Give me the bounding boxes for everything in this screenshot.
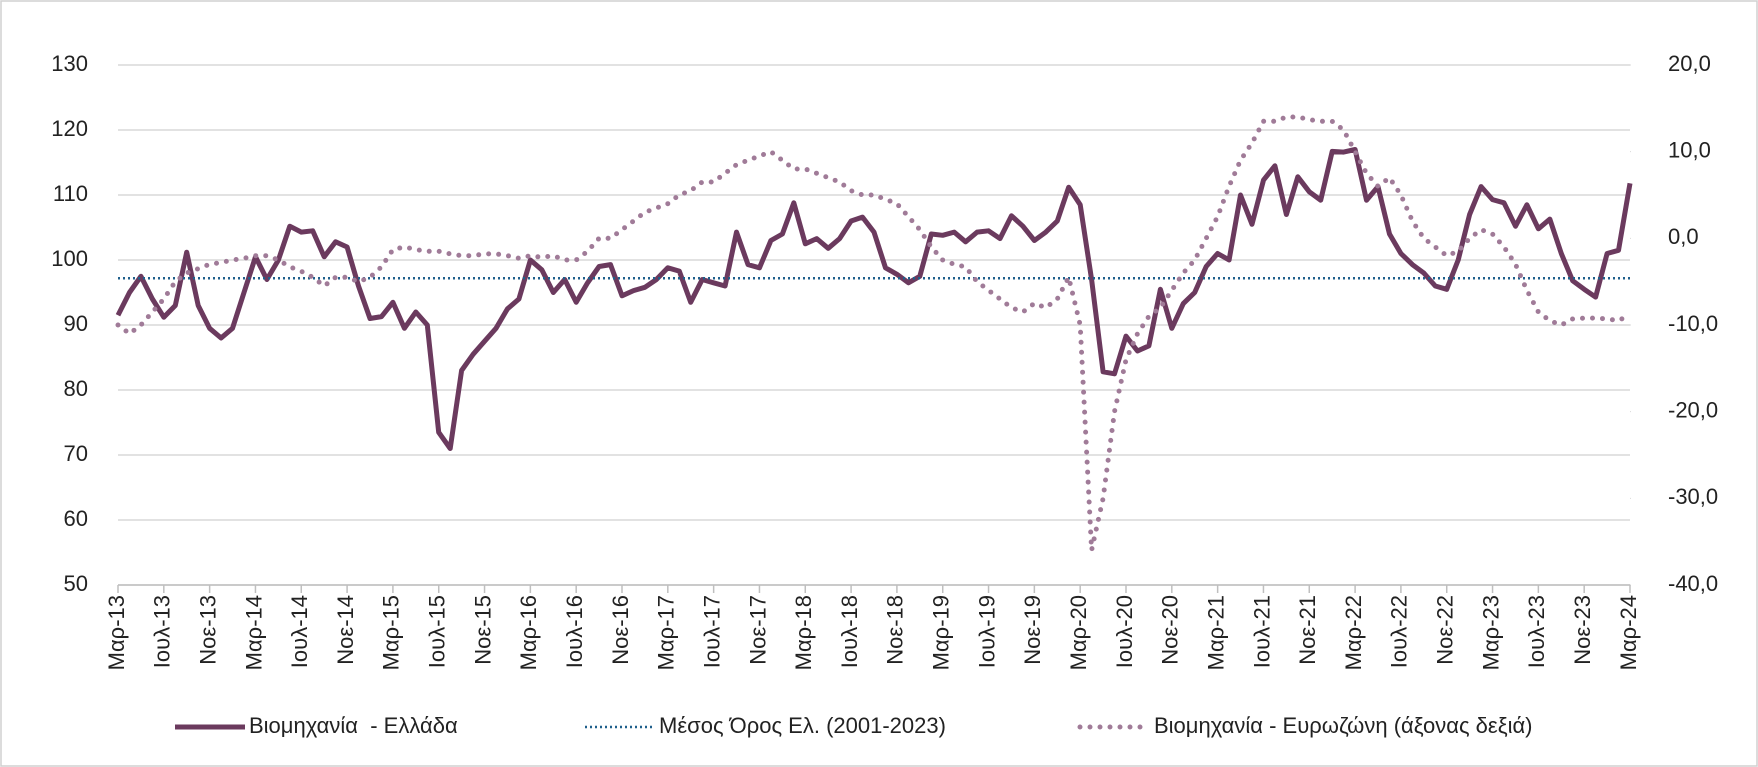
x-tick-label: Μαρ-23 bbox=[1478, 595, 1503, 670]
x-tick-label: Ιουλ-20 bbox=[1112, 595, 1137, 668]
x-tick-label: Μαρ-13 bbox=[104, 595, 129, 670]
x-tick-label: Ιουλ-16 bbox=[562, 595, 587, 668]
x-tick-label: Μαρ-22 bbox=[1341, 595, 1366, 670]
y-tick-label: 130 bbox=[51, 51, 88, 76]
legend-label: Μέσος Όρος Ελ. (2001-2023) bbox=[659, 713, 946, 738]
series-line bbox=[115, 114, 1633, 553]
x-tick-label: Νοε-21 bbox=[1295, 595, 1320, 665]
x-tick-label: Νοε-22 bbox=[1433, 595, 1458, 665]
legend-label: Βιομηχανία - Ευρωζώνη (άξονας δεξιά) bbox=[1154, 713, 1533, 738]
x-tick-label: Μαρ-15 bbox=[379, 595, 404, 670]
x-tick-label: Μαρ-19 bbox=[929, 595, 954, 670]
y2-tick-label: 10,0 bbox=[1668, 137, 1711, 162]
x-tick-label: Νοε-17 bbox=[745, 595, 770, 665]
x-tick-label: Νοε-19 bbox=[1020, 595, 1045, 665]
y-tick-label: 90 bbox=[64, 311, 88, 336]
x-tick-label: Μαρ-20 bbox=[1066, 595, 1091, 670]
x-tick-label: Ιουλ-23 bbox=[1524, 595, 1549, 668]
x-tick-label: Ιουλ-19 bbox=[974, 595, 999, 668]
x-tick-label: Νοε-18 bbox=[883, 595, 908, 665]
legend-item: Μέσος Όρος Ελ. (2001-2023) bbox=[585, 713, 946, 738]
y-tick-label: 50 bbox=[64, 571, 88, 596]
x-tick-label: Μαρ-21 bbox=[1203, 595, 1228, 670]
y2-tick-label: -30,0 bbox=[1668, 484, 1718, 509]
y-tick-label: 60 bbox=[64, 506, 88, 531]
y-tick-label: 110 bbox=[53, 181, 88, 206]
y-tick-label: 80 bbox=[64, 376, 88, 401]
x-tick-label: Νοε-16 bbox=[608, 595, 633, 665]
x-tick-label: Μαρ-24 bbox=[1616, 595, 1641, 670]
y-tick-label: 70 bbox=[64, 441, 88, 466]
x-tick-label: Νοε-15 bbox=[470, 595, 495, 665]
x-tick-label: Ιουλ-15 bbox=[425, 595, 450, 668]
y2-tick-label: -10,0 bbox=[1668, 311, 1718, 336]
y2-tick-label: 20,0 bbox=[1668, 51, 1711, 76]
legend-item: Βιομηχανία - Ευρωζώνη (άξονας δεξιά) bbox=[1077, 713, 1533, 738]
x-tick-label: Μαρ-14 bbox=[241, 595, 266, 670]
x-tick-label: Ιουλ-18 bbox=[837, 595, 862, 668]
x-tick-label: Μαρ-18 bbox=[791, 595, 816, 670]
x-tick-label: Νοε-13 bbox=[195, 595, 220, 665]
y2-tick-label: -40,0 bbox=[1668, 571, 1718, 596]
x-tick-label: Νοε-20 bbox=[1158, 595, 1183, 665]
legend-label: Βιομηχανία - Ελλάδα bbox=[249, 713, 458, 738]
x-tick-label: Ιουλ-22 bbox=[1387, 595, 1412, 668]
x-tick-label: Ιουλ-21 bbox=[1249, 595, 1274, 668]
x-tick-label: Νοε-23 bbox=[1570, 595, 1595, 665]
x-tick-label: Ιουλ-17 bbox=[699, 595, 724, 668]
y2-tick-label: 0,0 bbox=[1668, 224, 1699, 249]
y-tick-label: 120 bbox=[51, 116, 88, 141]
x-tick-label: Μαρ-17 bbox=[654, 595, 679, 670]
x-tick-label: Νοε-14 bbox=[333, 595, 358, 665]
y-tick-label: 100 bbox=[51, 246, 88, 271]
x-tick-label: Μαρ-16 bbox=[516, 595, 541, 670]
x-tick-label: Ιουλ-14 bbox=[287, 595, 312, 668]
x-tick-label: Ιουλ-13 bbox=[150, 595, 175, 668]
y2-tick-label: -20,0 bbox=[1668, 397, 1718, 422]
legend-item: Βιομηχανία - Ελλάδα bbox=[175, 713, 458, 738]
